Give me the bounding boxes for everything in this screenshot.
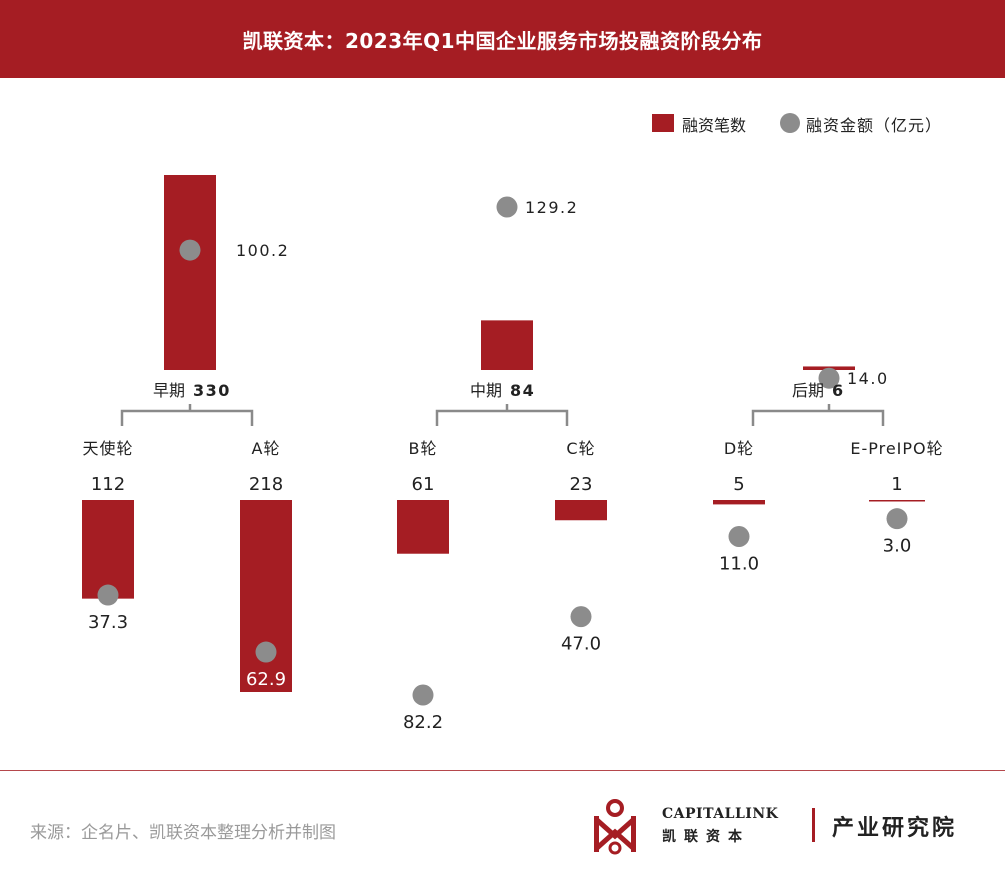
round-count-label: 218	[249, 474, 283, 495]
stage-bracket	[751, 404, 885, 426]
legend-swatch-amount	[780, 113, 800, 133]
round-count-bar	[713, 500, 765, 505]
round-count-bar	[555, 500, 607, 521]
stage-name-label: 中期	[470, 381, 502, 400]
round-name-label: A轮	[252, 439, 281, 458]
footer-divider	[0, 770, 1005, 771]
stage-amount-label: 14.0	[847, 369, 889, 388]
round-amount-dot	[97, 584, 119, 606]
round-name-label: D轮	[724, 439, 754, 458]
stage-amount-dot	[496, 196, 518, 218]
round-count-label: 5	[733, 474, 744, 495]
round-amount-label: 11.0	[719, 553, 759, 574]
capitallink-logo-icon	[594, 799, 636, 855]
round-amount-dot	[570, 606, 592, 628]
round-count-label: 112	[91, 474, 125, 495]
round-count-label: 23	[570, 474, 593, 495]
round-amount-label: 82.2	[403, 712, 443, 733]
stage-bracket	[435, 404, 569, 426]
brand-name-cn: 凯联资本	[662, 829, 750, 845]
round-count-label: 1	[891, 474, 902, 495]
stage-amount-dot	[179, 239, 201, 261]
round-count-bar	[869, 500, 925, 502]
stage-amount-dot	[818, 367, 840, 389]
chart-title: 凯联资本：2023年Q1中国企业服务市场投融资阶段分布	[0, 0, 1005, 78]
source-note: 来源：企名片、凯联资本整理分析并制图	[30, 823, 336, 843]
round-amount-dot	[412, 684, 434, 706]
round-count-label: 61	[412, 474, 435, 495]
round-name-label: E-PreIPO轮	[850, 439, 943, 458]
round-amount-dot	[728, 525, 750, 547]
round-amount-label: 37.3	[88, 612, 128, 633]
chart-canvas: 融资笔数 融资金额（亿元） 100.2 早期 330 天使轮 112 37.3 A轮 218 62.…	[82, 113, 943, 733]
round-amount-label: 47.0	[561, 634, 601, 655]
brand-unit: 产业研究院	[832, 815, 958, 841]
round-amount-label: 3.0	[883, 536, 912, 557]
stage-name-label: 后期	[792, 381, 824, 400]
stage-amount-label: 100.2	[236, 241, 289, 260]
stage-count-label: 84	[510, 381, 535, 400]
stage-count-label: 6	[832, 381, 845, 400]
round-name-label: 天使轮	[82, 439, 133, 458]
round-count-bar	[82, 500, 134, 599]
stage-count-bar	[164, 175, 216, 370]
legend-swatch-count	[652, 114, 674, 132]
stage-count-bar	[481, 320, 533, 370]
stage-amount-label: 129.2	[525, 198, 578, 217]
brand-separator	[812, 808, 815, 842]
brand-name-en: CAPITALLINK	[662, 806, 779, 822]
round-amount-dot	[255, 641, 277, 663]
round-count-bar	[397, 500, 449, 554]
round-name-label: C轮	[566, 439, 595, 458]
round-count-bar	[240, 500, 292, 692]
round-amount-label: 62.9	[246, 669, 286, 690]
round-name-label: B轮	[409, 439, 438, 458]
round-amount-dot	[886, 508, 908, 530]
stage-name-label: 早期	[153, 381, 185, 400]
stage-count-label: 330	[193, 381, 231, 400]
legend-label-count: 融资笔数	[682, 116, 746, 135]
legend-label-amount: 融资金额（亿元）	[806, 116, 942, 135]
stage-bracket	[120, 404, 254, 426]
